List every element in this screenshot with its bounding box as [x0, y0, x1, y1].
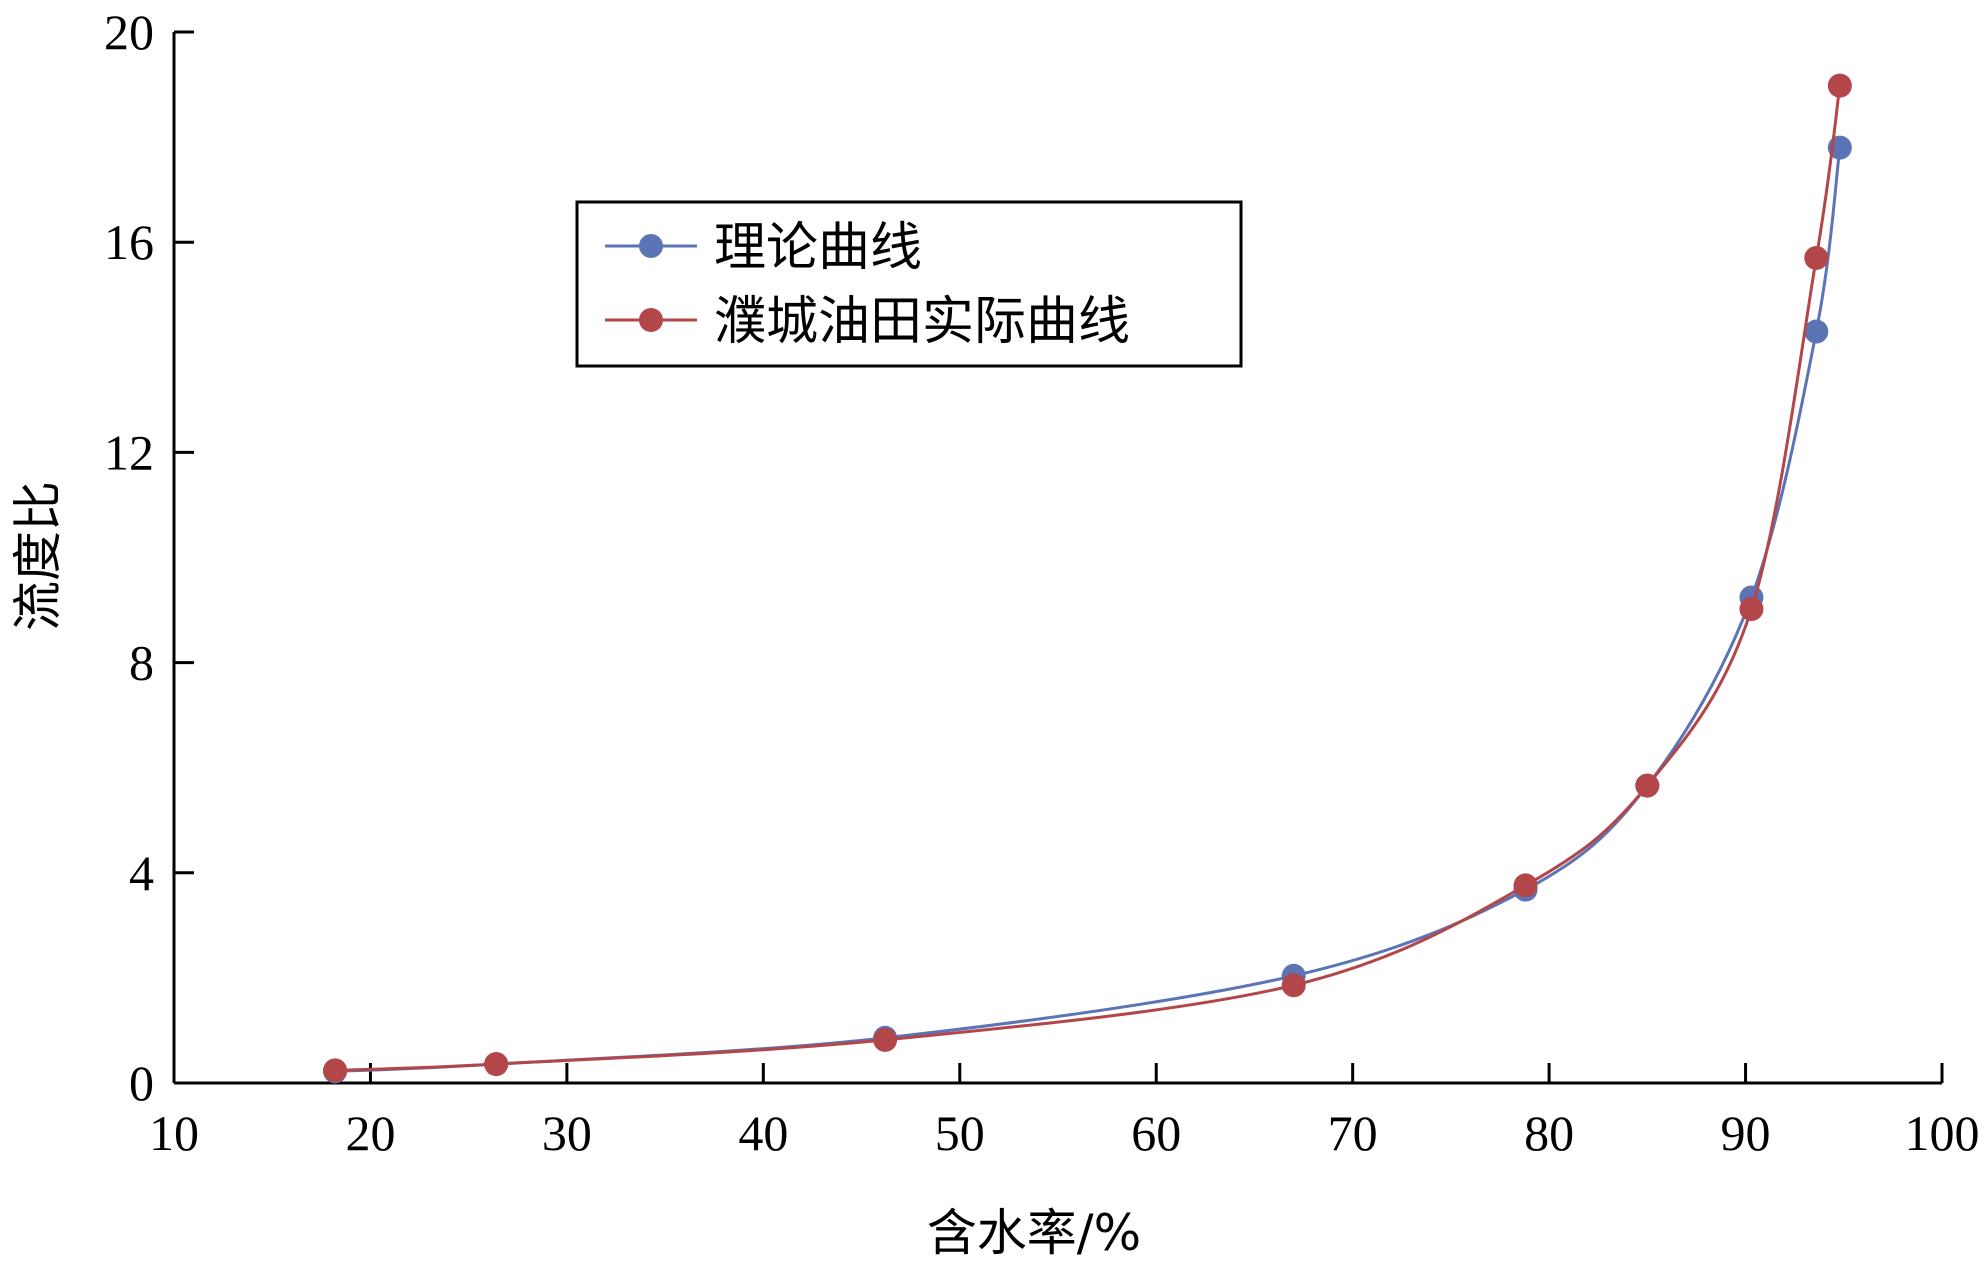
- legend-marker-actual: [639, 308, 663, 332]
- series: [323, 73, 1852, 1084]
- data-point: [1281, 973, 1306, 998]
- data-point: [1635, 773, 1660, 798]
- data-point: [873, 1027, 898, 1052]
- y-tick-label: 20: [104, 4, 154, 60]
- legend-label-theory: 理论曲线: [714, 218, 922, 278]
- data-point: [484, 1052, 509, 1077]
- x-tick-label: 30: [542, 1105, 592, 1161]
- x-tick-label: 90: [1721, 1105, 1771, 1161]
- y-tick-label: 4: [129, 845, 154, 901]
- data-point: [1739, 596, 1764, 621]
- y-tick-label: 0: [129, 1055, 154, 1111]
- series-line: [335, 85, 1842, 1072]
- x-tick-label: 60: [1131, 1105, 1181, 1161]
- y-tick-label: 8: [129, 635, 154, 691]
- x-axis-title: 含水率/%: [927, 1204, 1141, 1262]
- legend-label-actual: 濮城油田实际曲线: [714, 292, 1130, 352]
- legend-box: [575, 200, 1243, 368]
- y-axis-title: 流度比: [9, 481, 67, 631]
- data-point: [1513, 873, 1538, 898]
- x-tick-label: 20: [345, 1105, 395, 1161]
- y-tick-label: 12: [104, 424, 154, 480]
- data-point: [1827, 73, 1852, 98]
- data-point: [1804, 245, 1829, 270]
- data-point: [1804, 319, 1829, 344]
- ticks: 0 4 8 12 16 20 10 20 30 40 50 60 70 80 90 100: [104, 4, 1980, 1161]
- x-tick-label: 50: [935, 1105, 985, 1161]
- x-tick-label: 100: [1905, 1105, 1980, 1161]
- axes: [172, 32, 1942, 1085]
- x-tick-label: 10: [149, 1105, 199, 1161]
- data-point: [323, 1058, 348, 1083]
- x-tick-label: 70: [1328, 1105, 1378, 1161]
- series-1: [323, 73, 1852, 1083]
- y-tick-label: 16: [104, 214, 154, 270]
- legend: 理论曲线 濮城油田实际曲线: [575, 200, 1243, 368]
- x-tick-label: 40: [738, 1105, 788, 1161]
- x-tick-label: 80: [1524, 1105, 1574, 1161]
- legend-marker-theory: [639, 234, 663, 258]
